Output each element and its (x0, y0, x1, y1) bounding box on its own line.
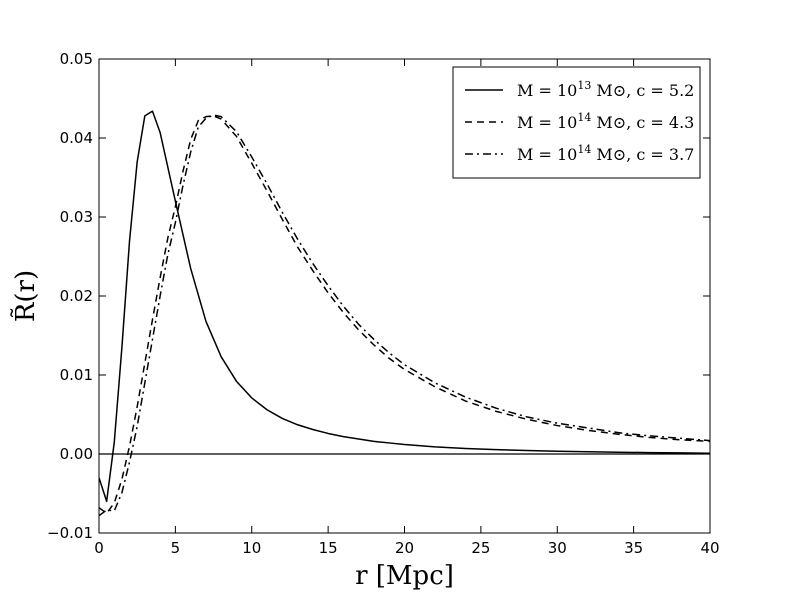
y-tick-label: −0.01 (47, 524, 93, 542)
legend-label-2: M = 1014 M⊙, c = 4.3 (517, 111, 694, 132)
y-axis-ticks: −0.01 0.00 0.01 0.02 0.03 0.04 0.05 (47, 50, 710, 542)
x-tick-label: 30 (548, 539, 567, 557)
y-tick-label: 0.03 (60, 208, 93, 226)
x-tick-label: 0 (94, 539, 104, 557)
x-tick-label: 20 (395, 539, 414, 557)
series-line-3 (99, 114, 710, 517)
legend-label-3: M = 1014 M⊙, c = 3.7 (517, 143, 694, 164)
x-tick-label: 35 (624, 539, 643, 557)
legend-label-1: M = 1013 M⊙, c = 5.2 (517, 79, 694, 100)
x-tick-label: 25 (471, 539, 490, 557)
y-tick-label: 0.05 (60, 50, 93, 68)
x-tick-label: 10 (242, 539, 261, 557)
y-axis-label: R̃(r) (10, 270, 41, 322)
y-tick-label: 0.04 (60, 129, 93, 147)
plot-frame (98, 58, 711, 534)
y-tick-label: 0.02 (60, 287, 93, 305)
x-tick-label: 15 (319, 539, 338, 557)
series-line-1 (99, 110, 710, 503)
series-line-2 (99, 115, 710, 514)
series-layer (99, 110, 710, 517)
x-tick-label: 40 (700, 539, 719, 557)
y-tick-label: 0.00 (60, 445, 93, 463)
y-tick-label: 0.01 (60, 366, 93, 384)
x-axis-ticks: 0 5 10 15 20 25 30 35 40 (94, 59, 720, 557)
legend: M = 1013 M⊙, c = 5.2 M = 1014 M⊙, c = 4.3… (452, 66, 701, 179)
x-axis-label: r [Mpc] (355, 561, 454, 591)
x-tick-label: 5 (171, 539, 181, 557)
